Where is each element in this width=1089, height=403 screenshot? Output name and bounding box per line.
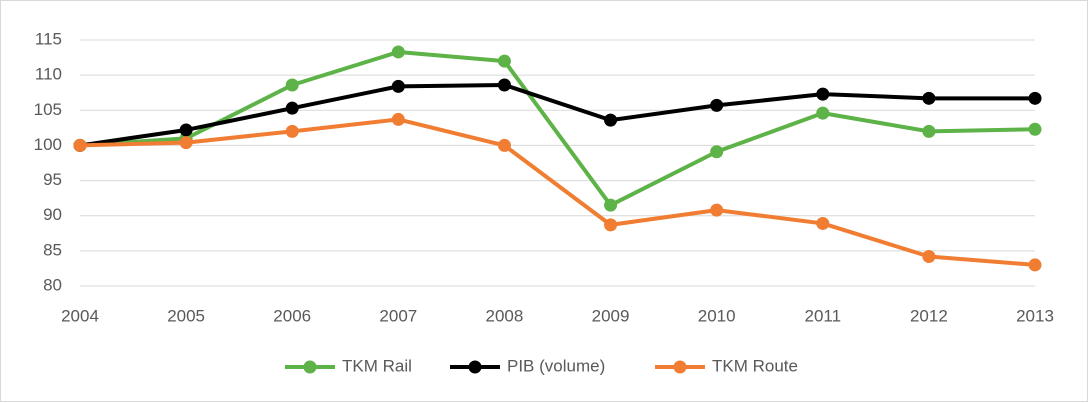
- data-point: [816, 216, 830, 230]
- x-tick-label: 2012: [910, 306, 948, 325]
- x-tick-label: 2007: [379, 306, 417, 325]
- data-point: [285, 78, 299, 92]
- x-tick-label: 2008: [486, 306, 524, 325]
- x-tick-label: 2009: [592, 306, 630, 325]
- legend-label: PIB (volume): [507, 356, 605, 375]
- data-point: [179, 136, 193, 150]
- y-tick-label: 85: [43, 240, 62, 259]
- legend-marker: [303, 360, 317, 374]
- data-point: [816, 106, 830, 120]
- data-point: [922, 91, 936, 105]
- data-point: [285, 101, 299, 115]
- data-point: [922, 124, 936, 138]
- data-point: [604, 198, 618, 212]
- series-line: [79, 49, 1036, 208]
- legend-marker: [673, 360, 687, 374]
- data-point: [179, 123, 193, 137]
- x-tick-label: 2011: [804, 306, 841, 325]
- data-point: [1028, 91, 1042, 105]
- legend-label: TKM Rail: [342, 356, 412, 375]
- data-point: [816, 87, 830, 101]
- data-point: [285, 124, 299, 138]
- y-tick-label: 80: [43, 275, 62, 294]
- data-point: [391, 45, 405, 59]
- y-tick-label: 110: [35, 65, 62, 84]
- x-tick-label: 2004: [61, 306, 99, 325]
- x-tick-label: 2010: [698, 306, 736, 325]
- data-point: [710, 203, 724, 217]
- x-tick-label: 2005: [167, 306, 205, 325]
- data-point: [710, 145, 724, 159]
- x-tick-label: 2006: [273, 306, 311, 325]
- y-tick-label: 115: [35, 29, 62, 48]
- data-point: [391, 112, 405, 126]
- series-line: [79, 117, 1036, 267]
- data-point: [710, 98, 724, 112]
- data-point: [497, 78, 511, 92]
- legend-label: TKM Route: [712, 356, 798, 375]
- data-point: [922, 249, 936, 263]
- data-point: [1028, 258, 1042, 272]
- y-tick-label: 90: [43, 205, 62, 224]
- y-tick-label: 100: [34, 135, 62, 154]
- data-point: [391, 79, 405, 93]
- legend-marker: [468, 360, 482, 374]
- data-point: [1028, 122, 1042, 136]
- x-tick-label: 2013: [1016, 306, 1054, 325]
- data-point: [497, 138, 511, 152]
- y-tick-label: 105: [34, 100, 62, 119]
- data-point: [73, 138, 87, 152]
- y-tick-label: 95: [43, 170, 62, 189]
- series-line: [79, 82, 1035, 148]
- data-point: [604, 113, 618, 127]
- data-point: [604, 218, 618, 232]
- data-point: [497, 54, 511, 68]
